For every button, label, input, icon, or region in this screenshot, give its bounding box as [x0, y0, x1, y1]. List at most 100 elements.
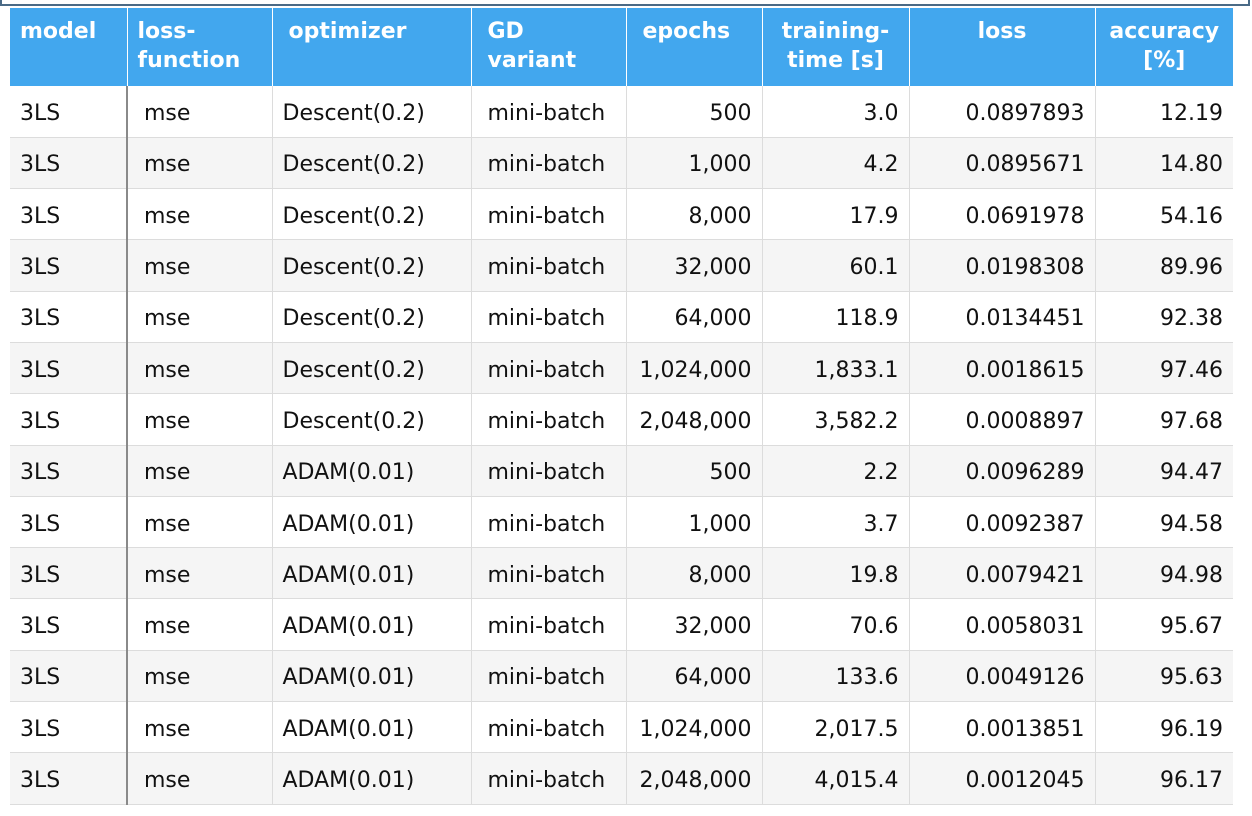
cell-training-time: 4,015.4 [762, 752, 910, 805]
cell-loss-function: mse [127, 547, 273, 600]
cell-optimizer: ADAM(0.01) [272, 650, 472, 703]
cell-optimizer: Descent(0.2) [272, 137, 472, 190]
table-row: 3LS mse ADAM(0.01) mini-batch 32,000 70.6 0.00… [10, 598, 1233, 651]
table-row: 3LS mse Descent(0.2) mini-batch 1,000 4.2 0.08… [10, 137, 1233, 190]
cell-accuracy: 94.58 [1095, 496, 1233, 549]
cell-gd-variant: mini-batch [471, 650, 627, 703]
cell-loss-function: mse [127, 188, 273, 241]
cell-accuracy: 97.46 [1095, 342, 1233, 395]
cell-loss-function: mse [127, 137, 273, 190]
header-line: epochs [642, 19, 731, 44]
cell-epochs: 2,048,000 [626, 752, 763, 805]
cell-epochs: 64,000 [626, 650, 763, 703]
cell-accuracy: 14.80 [1095, 137, 1233, 190]
cell-gd-variant: mini-batch [471, 752, 627, 805]
cell-loss-function: mse [127, 86, 273, 138]
cell-epochs: 64,000 [626, 291, 763, 343]
cell-optimizer: ADAM(0.01) [272, 701, 472, 754]
cell-epochs: 8,000 [626, 188, 763, 241]
cell-loss: 0.0198308 [909, 239, 1096, 292]
cell-accuracy: 12.19 [1095, 86, 1233, 138]
cell-training-time: 1,833.1 [762, 342, 910, 395]
cell-model: 3LS [10, 188, 128, 241]
cell-accuracy: 92.38 [1095, 291, 1233, 343]
cell-gd-variant: mini-batch [471, 239, 627, 292]
cell-model: 3LS [10, 445, 128, 497]
header-training-time: training- time [s] [762, 8, 910, 86]
cell-loss-function: mse [127, 752, 273, 805]
cell-training-time: 4.2 [762, 137, 910, 190]
header-loss-function: loss- function [127, 8, 273, 86]
cell-model: 3LS [10, 752, 128, 805]
table-row: 3LS mse ADAM(0.01) mini-batch 500 2.2 0.009628… [10, 445, 1233, 497]
header-line: [%] [1143, 48, 1186, 73]
cell-gd-variant: mini-batch [471, 342, 627, 395]
cell-accuracy: 89.96 [1095, 239, 1233, 292]
cell-optimizer: ADAM(0.01) [272, 547, 472, 600]
header-line: GD variant [487, 19, 577, 73]
window-frame [0, 0, 1250, 6]
cell-accuracy: 95.67 [1095, 598, 1233, 651]
cell-loss-function: mse [127, 342, 273, 395]
table-row: 3LS mse ADAM(0.01) mini-batch 2,048,000 4,015… [10, 752, 1233, 805]
header-line: time [s] [787, 48, 884, 73]
table-row: 3LS mse Descent(0.2) mini-batch 2,048,000 3,5… [10, 393, 1233, 446]
header-accuracy: accuracy [%] [1095, 8, 1233, 86]
table-row: 3LS mse Descent(0.2) mini-batch 500 3.0 0.0897… [10, 86, 1233, 138]
cell-loss: 0.0018615 [909, 342, 1096, 395]
header-line: function [137, 48, 241, 73]
cell-training-time: 17.9 [762, 188, 910, 241]
cell-epochs: 500 [626, 86, 763, 138]
cell-gd-variant: mini-batch [471, 701, 627, 754]
cell-model: 3LS [10, 239, 128, 292]
cell-training-time: 3.7 [762, 496, 910, 549]
cell-optimizer: Descent(0.2) [272, 342, 472, 395]
header-optimizer: optimizer [272, 8, 472, 86]
table-row: 3LS mse ADAM(0.01) mini-batch 1,024,000 2,017… [10, 701, 1233, 754]
header-line: accuracy [1109, 19, 1220, 44]
cell-gd-variant: mini-batch [471, 547, 627, 600]
results-table: model loss- function optimizer GD varian… [10, 8, 1233, 805]
cell-model: 3LS [10, 342, 128, 395]
cell-optimizer: Descent(0.2) [272, 393, 472, 446]
cell-accuracy: 94.47 [1095, 445, 1233, 497]
cell-loss: 0.0092387 [909, 496, 1096, 549]
cell-optimizer: ADAM(0.01) [272, 598, 472, 651]
cell-optimizer: ADAM(0.01) [272, 445, 472, 497]
cell-accuracy: 97.68 [1095, 393, 1233, 446]
cell-accuracy: 96.19 [1095, 701, 1233, 754]
table-row: 3LS mse Descent(0.2) mini-batch 1,024,000 1,8… [10, 342, 1233, 395]
cell-loss-function: mse [127, 445, 273, 497]
header-line: loss- [137, 19, 196, 44]
cell-model: 3LS [10, 496, 128, 549]
cell-loss: 0.0013851 [909, 701, 1096, 754]
cell-gd-variant: mini-batch [471, 137, 627, 190]
cell-accuracy: 95.63 [1095, 650, 1233, 703]
cell-epochs: 1,000 [626, 496, 763, 549]
cell-epochs: 32,000 [626, 239, 763, 292]
header-model: model [10, 8, 128, 86]
cell-model: 3LS [10, 393, 128, 446]
cell-accuracy: 94.98 [1095, 547, 1233, 600]
cell-epochs: 2,048,000 [626, 393, 763, 446]
cell-training-time: 70.6 [762, 598, 910, 651]
header-line: loss [977, 19, 1027, 44]
cell-loss-function: mse [127, 598, 273, 651]
cell-loss: 0.0079421 [909, 547, 1096, 600]
table-body: 3LS mse Descent(0.2) mini-batch 500 3.0 0.0897… [10, 86, 1233, 805]
cell-loss: 0.0895671 [909, 137, 1096, 190]
cell-training-time: 3,582.2 [762, 393, 910, 446]
cell-epochs: 32,000 [626, 598, 763, 651]
cell-loss-function: mse [127, 650, 273, 703]
cell-model: 3LS [10, 598, 128, 651]
table-row: 3LS mse ADAM(0.01) mini-batch 8,000 19.8 0.007… [10, 547, 1233, 600]
cell-optimizer: Descent(0.2) [272, 86, 472, 138]
cell-optimizer: Descent(0.2) [272, 188, 472, 241]
cell-loss-function: mse [127, 291, 273, 343]
header-line: model [20, 19, 97, 44]
cell-model: 3LS [10, 291, 128, 343]
cell-training-time: 2.2 [762, 445, 910, 497]
cell-model: 3LS [10, 86, 128, 138]
cell-gd-variant: mini-batch [471, 445, 627, 497]
cell-model: 3LS [10, 137, 128, 190]
